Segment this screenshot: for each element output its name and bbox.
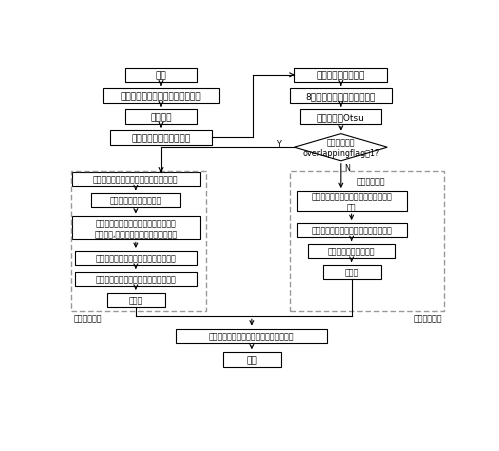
- Text: N: N: [344, 164, 350, 173]
- Text: 圆回归: 圆回归: [344, 268, 359, 277]
- Text: 计算各边缘点曲率并去除曲率异常边缘: 计算各边缘点曲率并去除曲率异常边缘: [95, 275, 176, 284]
- Bar: [71, 171, 206, 312]
- Text: 重叠番茄识别: 重叠番茄识别: [73, 313, 102, 322]
- Bar: [294, 69, 387, 83]
- Bar: [177, 329, 327, 343]
- Text: 去除曲率异常的边缘点: 去除曲率异常的边缘点: [328, 247, 375, 256]
- Text: 待识别番茄簇边界和重叠区域深度图边
缘组合后,实现待识别番茄簇边界的分割: 待识别番茄簇边界和重叠区域深度图边 缘组合后,实现待识别番茄簇边界的分割: [94, 218, 178, 239]
- Bar: [125, 69, 197, 83]
- Text: 逐点计算待识别番茄簇边界上各点曲率: 逐点计算待识别番茄簇边界上各点曲率: [311, 226, 392, 235]
- Bar: [296, 224, 407, 238]
- Text: Y: Y: [276, 139, 280, 148]
- Text: 对待识别番茄簇边界按逆时针方向进行
排序: 对待识别番茄簇边界按逆时针方向进行 排序: [311, 192, 392, 212]
- Text: 结束: 结束: [247, 355, 257, 364]
- Bar: [289, 89, 392, 104]
- Text: 图像分割、提取待识别番茄簇边界: 图像分割、提取待识别番茄簇边界: [121, 92, 201, 101]
- Bar: [125, 110, 197, 124]
- Text: 圆回归: 圆回归: [129, 295, 143, 304]
- Text: 提取重叠区域深度图边缘: 提取重叠区域深度图边缘: [110, 196, 162, 205]
- Bar: [300, 110, 381, 124]
- Text: 重叠区域标识
overlappingflag为1?: 重叠区域标识 overlappingflag为1?: [302, 138, 379, 158]
- Bar: [91, 194, 180, 207]
- Bar: [323, 265, 381, 279]
- Bar: [110, 131, 212, 146]
- Bar: [72, 173, 200, 187]
- Bar: [296, 192, 407, 212]
- Bar: [75, 251, 197, 265]
- Text: 对分割后待识别番茄簇边界逆时针排序: 对分割后待识别番茄簇边界逆时针排序: [95, 254, 176, 263]
- Text: 8邻域众数滤波，深度图去噪: 8邻域众数滤波，深度图去噪: [306, 92, 376, 101]
- Text: 各番茄区域深度均值计算，最前番茄识别: 各番茄区域深度均值计算，最前番茄识别: [209, 331, 294, 341]
- Bar: [75, 272, 197, 286]
- Bar: [223, 352, 281, 367]
- Text: 粘连番茄识别: 粘连番茄识别: [414, 313, 442, 322]
- Bar: [107, 293, 165, 307]
- Text: 成簇类型识别: 成簇类型识别: [356, 177, 385, 186]
- Text: 组合立体匹配获取视差图: 组合立体匹配获取视差图: [131, 133, 191, 143]
- Text: 深度图像分割、开运算、区域标记、去噪: 深度图像分割、开运算、区域标记、去噪: [93, 175, 179, 184]
- Text: 三角测距获得深度图: 三角测距获得深度图: [317, 71, 365, 80]
- Text: 多果匹配: 多果匹配: [150, 113, 172, 122]
- Bar: [103, 89, 219, 104]
- Bar: [308, 244, 395, 258]
- Text: 深度图迭代Otsu: 深度图迭代Otsu: [317, 113, 365, 122]
- Bar: [290, 171, 444, 312]
- Polygon shape: [294, 134, 387, 161]
- Text: 开始: 开始: [156, 71, 166, 80]
- Bar: [72, 217, 200, 240]
